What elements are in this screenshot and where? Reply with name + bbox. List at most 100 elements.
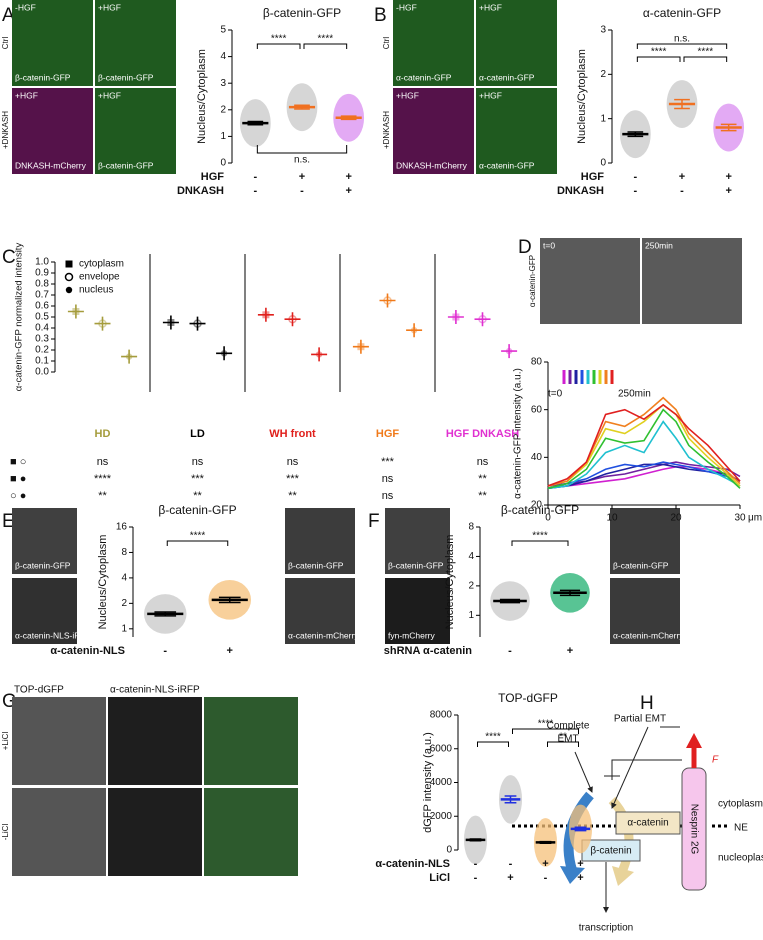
image-label: DNKASH-mCherry [15, 160, 87, 170]
inhibition-line [611, 726, 682, 780]
micrograph [476, 88, 557, 174]
image-label: fyn-mCherry [388, 630, 436, 640]
legend-label: t=0 [548, 389, 563, 400]
image-label: β-catenin-GFP [388, 560, 444, 570]
x-tick-label: 20 [670, 513, 682, 524]
stat-value: ns [192, 456, 204, 468]
y-tick-label: 4 [468, 551, 474, 562]
side-label: +LiCl [1, 732, 10, 751]
force-arrowhead [686, 733, 702, 748]
mean-bar [121, 349, 138, 364]
y-axis-label: α-catenin-GFP normalized intensity [14, 243, 25, 392]
side-label: -LiCl [1, 824, 10, 841]
row-value: + [542, 858, 548, 870]
x-tick-label: 0 [545, 513, 551, 524]
y-tick-label: 0.3 [35, 334, 49, 345]
image-label: β-catenin-GFP [98, 72, 154, 82]
micrograph [108, 788, 202, 876]
side-label: +DNKASH [1, 111, 10, 149]
micrograph [610, 508, 680, 574]
bracket-label: **** [651, 47, 667, 58]
category-label: WH front [269, 428, 316, 440]
row-value: + [507, 872, 513, 884]
y-tick-label: 0.6 [35, 301, 49, 312]
micrograph [285, 508, 355, 574]
y-tick-label: 0.0 [35, 367, 49, 378]
panel-label: B [374, 5, 387, 26]
mean-bar [406, 323, 423, 338]
y-tick-label: 3 [600, 25, 606, 36]
y-tick-label: 2 [468, 581, 474, 592]
stat-value: ** [478, 473, 487, 485]
image-label: β-catenin-GFP [288, 560, 344, 570]
y-axis-label: dGFP intensity (a.u.) [422, 732, 434, 833]
y-tick-label: 1 [600, 113, 606, 124]
micrograph [12, 0, 93, 86]
row-value: + [227, 645, 233, 657]
image-label: α-catenin-NLS-iRFP [15, 630, 92, 640]
row-value: + [725, 171, 731, 183]
y-tick-label: 0.1 [35, 356, 49, 367]
image-label: β-catenin-GFP [613, 560, 669, 570]
micrograph [285, 578, 355, 644]
row-value: + [679, 171, 685, 183]
row-label: shRNA α-catenin [384, 645, 473, 657]
diagram-label: β-catenin [590, 846, 631, 857]
row-value: + [345, 171, 351, 183]
micrograph [95, 88, 176, 174]
side-label: α-catenin-GFP [528, 255, 537, 307]
alpha-box [615, 811, 681, 835]
micrograph [12, 578, 77, 644]
bracket [512, 728, 579, 734]
x-tick-label: 10 [606, 513, 618, 524]
row-label: LiCl [429, 872, 450, 884]
diagram-label: α-catenin [627, 818, 668, 829]
mean-bar [94, 316, 111, 331]
diagram-label: Partial EMT [614, 714, 666, 725]
image-label: +HGF [479, 2, 502, 12]
panel-label: F [368, 511, 380, 532]
diagram-label: nucleoplasm [718, 853, 763, 864]
bracket [636, 43, 728, 49]
x-tick-label: 30 [734, 513, 746, 524]
mean-bar [162, 315, 179, 330]
stat-symbols: ■ ○ [10, 456, 26, 468]
y-tick-label: 20 [531, 500, 543, 511]
chart-title: β-catenin-GFP [263, 6, 341, 20]
line [547, 420, 741, 490]
y-tick-label: 1 [468, 610, 474, 621]
y-tick-label: 0.4 [35, 323, 49, 334]
diagram-label: transcription [579, 923, 633, 934]
row-label: HGF [201, 171, 225, 183]
y-tick-label: 80 [531, 357, 543, 368]
y-tick-label: 4000 [430, 777, 453, 788]
image-header: TOP-dGFP [14, 685, 64, 696]
stat-value: ** [288, 490, 297, 502]
bracket-label: **** [271, 34, 287, 45]
y-axis-label: α-catenin-GFP intensity (a.u.) [513, 368, 524, 499]
mean-bar [379, 293, 396, 308]
row-value: + [299, 171, 305, 183]
row-label: α-catenin-NLS [50, 645, 125, 657]
mean-bar [311, 347, 328, 362]
diagram-label: Nesprin 2G [688, 804, 699, 855]
stat-value: ** [98, 490, 107, 502]
image-label: α-catenin-GFP [396, 72, 452, 82]
image-label: DNKASH-mCherry [396, 160, 468, 170]
diagram: Complete EMT Partial EMT F Nesprin 2G α-… [512, 714, 763, 934]
bracket-label: **** [532, 531, 548, 542]
legend-label: 250min [618, 389, 651, 400]
stat-value: *** [381, 456, 395, 468]
y-tick-label: 4 [220, 51, 226, 62]
category-label: LD [190, 428, 205, 440]
stat-value: ns [477, 456, 489, 468]
category-label: HD [95, 428, 111, 440]
panel-label: A [2, 5, 15, 26]
row-value: - [544, 872, 548, 884]
bracket-label: n.s. [674, 34, 690, 45]
row-value: - [508, 645, 512, 657]
stat-symbols: ■ ● [10, 473, 26, 485]
line [547, 403, 741, 487]
diagram-label: Complete [547, 721, 590, 732]
legend-marker [65, 286, 73, 294]
